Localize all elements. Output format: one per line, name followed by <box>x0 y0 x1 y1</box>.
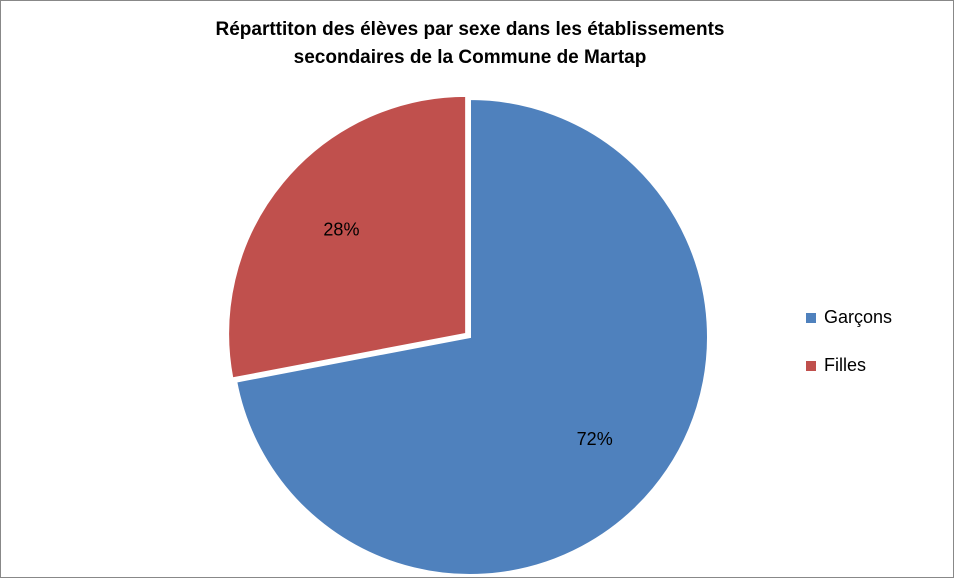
legend-swatch <box>806 313 816 323</box>
legend-swatch <box>806 361 816 371</box>
legend-label: Filles <box>824 355 866 375</box>
pie-slice <box>227 94 468 380</box>
pie-slice <box>235 97 709 576</box>
data-label: 28% <box>323 219 359 239</box>
legend-label: Garçons <box>824 307 892 327</box>
data-label: 72% <box>577 429 613 449</box>
chart-title: Réparttiton des élèves par sexe dans les… <box>215 19 725 68</box>
